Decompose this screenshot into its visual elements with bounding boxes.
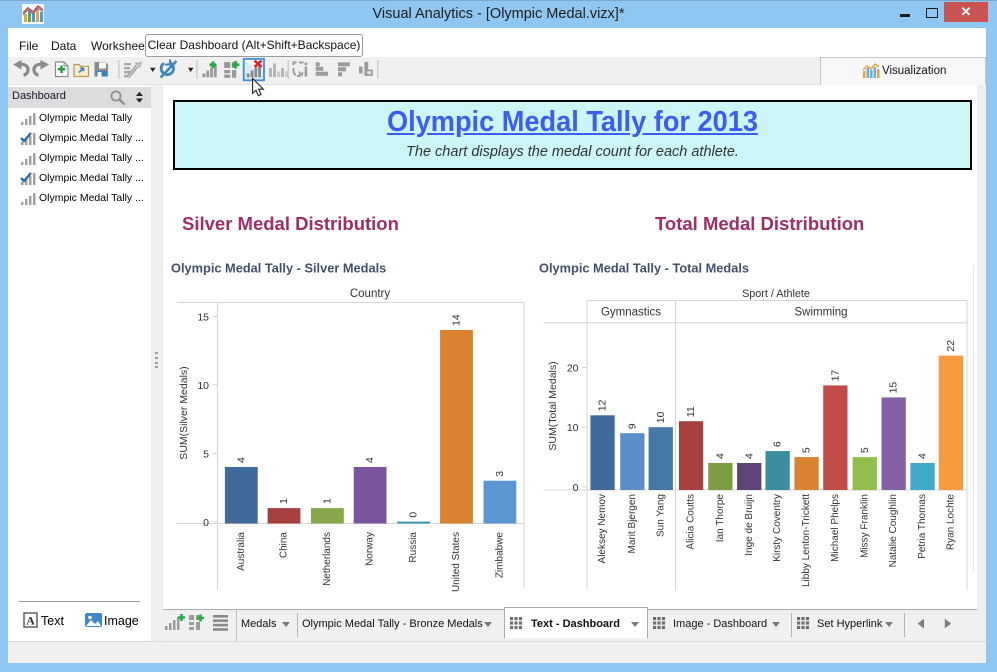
svg-text:17: 17 (829, 370, 841, 382)
svg-text:Sport / Athlete: Sport / Athlete (742, 288, 810, 300)
svg-text:15: 15 (197, 311, 209, 323)
svg-text:Text: Text (41, 614, 64, 628)
svg-text:Petria Thomas: Petria Thomas (917, 494, 928, 559)
svg-text:United States: United States (451, 532, 462, 592)
svg-text:Aleksey Nemov: Aleksey Nemov (597, 494, 608, 563)
svg-text:10: 10 (567, 422, 579, 434)
svg-text:12: 12 (597, 399, 609, 411)
svg-text:Alicia Coutts: Alicia Coutts (686, 494, 697, 550)
svg-text:5: 5 (859, 447, 871, 453)
svg-text:5: 5 (203, 448, 209, 460)
svg-text:Country: Country (350, 288, 391, 300)
svg-text:SUM(Silver Medals): SUM(Silver Medals) (178, 366, 190, 459)
svg-text:Kirsty Coventry: Kirsty Coventry (772, 494, 783, 562)
svg-text:0: 0 (408, 512, 420, 518)
svg-text:4: 4 (235, 457, 247, 463)
svg-text:22: 22 (945, 340, 957, 352)
svg-text:Libby Lenton-Trickett: Libby Lenton-Trickett (801, 494, 812, 587)
svg-text:China: China (279, 532, 290, 559)
svg-text:Missy Franklin: Missy Franklin (859, 494, 870, 558)
svg-text:Gymnastics: Gymnastics (601, 307, 661, 319)
svg-text:Sun Yang: Sun Yang (655, 494, 666, 537)
svg-text:SUM(Total Medals): SUM(Total Medals) (547, 361, 559, 450)
svg-text:Ryan Lochte: Ryan Lochte (946, 494, 957, 551)
svg-text:A: A (26, 614, 35, 628)
svg-text:3: 3 (494, 471, 506, 477)
svg-text:10: 10 (655, 411, 667, 423)
svg-text:Ian Thorpe: Ian Thorpe (715, 494, 726, 543)
svg-text:1: 1 (278, 498, 290, 504)
svg-text:0: 0 (573, 482, 579, 494)
svg-text:4: 4 (364, 457, 376, 463)
svg-text:4: 4 (714, 453, 726, 459)
svg-text:9: 9 (626, 423, 638, 429)
svg-text:5: 5 (801, 447, 813, 453)
svg-text:Natalie Coughlin: Natalie Coughlin (888, 494, 899, 567)
svg-text:0: 0 (203, 517, 209, 529)
svg-text:1: 1 (321, 498, 333, 504)
svg-text:Zimbabwe: Zimbabwe (494, 532, 505, 579)
svg-text:Russia: Russia (408, 532, 419, 563)
svg-text:14: 14 (451, 314, 463, 326)
svg-text:10: 10 (197, 380, 209, 392)
svg-text:Olympic Medal Tally - Silver M: Olympic Medal Tally - Silver Medals (171, 261, 386, 276)
svg-text:Australia: Australia (236, 532, 247, 571)
svg-text:4: 4 (743, 453, 755, 459)
svg-text:4: 4 (917, 453, 929, 459)
svg-text:Olympic Medal Tally - Total Me: Olympic Medal Tally - Total Medals (539, 261, 749, 276)
svg-text:Norway: Norway (365, 532, 376, 566)
svg-text:15: 15 (888, 382, 900, 394)
svg-text:6: 6 (772, 441, 784, 447)
svg-text:11: 11 (685, 406, 697, 417)
svg-text:20: 20 (567, 363, 579, 375)
svg-text:Marit Bjergen: Marit Bjergen (627, 494, 638, 553)
svg-text:Netherlands: Netherlands (322, 532, 333, 586)
svg-text:Inge de Bruijn: Inge de Bruijn (744, 494, 755, 556)
svg-text:Image: Image (104, 614, 139, 628)
svg-text:Swimming: Swimming (794, 307, 847, 319)
svg-text:Michael Phelps: Michael Phelps (830, 494, 841, 562)
